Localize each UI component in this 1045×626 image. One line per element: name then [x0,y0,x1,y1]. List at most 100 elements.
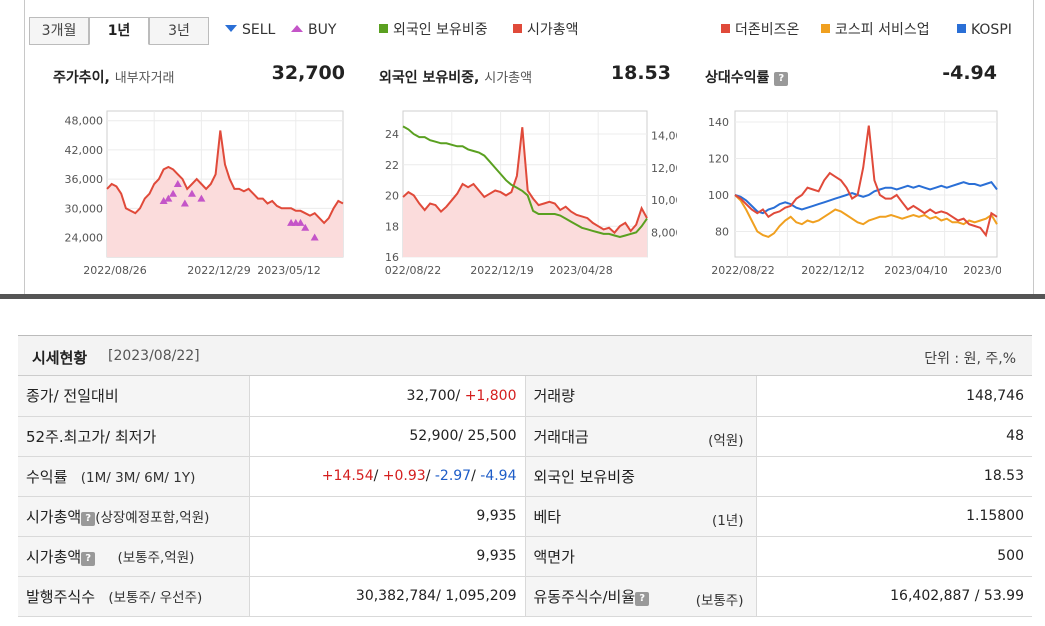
y-right-tick-label: 10,000 [651,194,677,207]
row-label: 액면가 [525,536,757,577]
y-tick-label: 120 [708,152,729,165]
buy-marker [310,233,319,241]
x-tick-label: 2022/08/26 [83,264,146,277]
row-value: 30,382,784/ 1,095,209 [249,576,526,617]
tab-1year[interactable]: 1년 [89,17,149,45]
green-square-icon [379,24,388,33]
row-value: 18.53 [756,456,1032,497]
tab-3years[interactable]: 3년 [149,17,209,45]
help-icon[interactable]: ? [774,72,789,86]
row-value: +14.54/ +0.93/ -2.97/ -4.94 [249,456,526,497]
row-label: 외국인 보유비중 [525,456,757,497]
y-tick-label: 48,000 [65,115,104,128]
row-value: 500 [756,536,1032,577]
card-title-foreign: 외국인 보유비중, 시가총액 [379,70,533,86]
row-label: 시가총액? (보통주,억원) [18,536,250,577]
legend-market-cap: 시가총액 [513,20,579,40]
row-value: 148,746 [756,376,1032,417]
table-row: 52주.최고가/ 최저가 52,900/ 25,500 거래대금 (억원) 48 [18,416,1032,457]
x-tick-label: 2022/12/29 [187,264,250,277]
help-icon[interactable]: ? [81,511,96,526]
x-tick-label: 2023/04/28 [549,264,612,277]
card-title-price: 주가추이, 내부자거래 [53,70,175,86]
y-right-tick-label: 8,000 [651,227,677,240]
price-area [107,130,343,257]
help-icon[interactable]: ? [635,591,650,606]
legend-buy: BUY [291,20,336,40]
market-cap-line [402,127,648,235]
x-tick-label: 2023/08/14 [963,264,1001,277]
row-value: 52,900/ 25,500 [249,416,526,457]
chart-panel: 3개월 1년 3년 SELL BUY 외국인 보유비중 시가총액 더존비즈온 코… [24,0,1034,294]
table-row: 시가총액? (보통주,억원) 9,935 액면가 500 [18,536,1032,577]
y-tick-label: 80 [715,225,729,238]
y-right-tick-label: 14,000 [651,129,677,142]
y-left-tick-label: 16 [385,251,399,264]
legend-kospi-service: 코스피 서비스업 [821,20,930,40]
y-tick-label: 140 [708,116,729,129]
relative-return-chart: 140 120 100 80 2022/08/22 2022/12/12 2023/04/1… [708,110,1001,277]
y-tick-label: 24,000 [65,232,104,245]
table-header: 시세현황 [2023/08/22] 단위 : 원, 주,% [18,335,1032,376]
x-tick-label: 2022/12/19 [470,264,533,277]
orange-square-icon [821,24,830,33]
table-title: 시세현황 [32,349,88,367]
row-label: 거래량 [525,376,757,417]
tab-3months[interactable]: 3개월 [29,17,89,45]
red-square-icon [721,24,730,33]
foreign-ratio-line [402,125,648,239]
relative-return-line [734,181,998,215]
x-tick-label: 2022/08/22 [711,264,774,277]
price-trend-chart: 48,000 42,000 36,000 30,000 24,000 2022/08/26… [65,110,344,277]
row-label: 유동주식수/비율? (보통주) [525,576,757,617]
row-value: 48 [756,416,1032,457]
card-value-price: 32,700 [271,62,345,84]
x-tick-label: 2023/04/10 [884,264,947,277]
row-value: 1.15800 [756,496,1032,537]
row-value: 9,935 [249,496,526,537]
x-tick-label: 2023/05/12 [257,264,320,277]
legend-foreign-ratio: 외국인 보유비중 [379,20,488,40]
buy-triangle-icon [291,25,303,32]
y-left-tick-label: 22 [385,159,399,172]
card-value-relative: -4.94 [942,62,997,84]
y-left-tick-label: 24 [385,128,399,141]
table-unit: 단위 : 원, 주,% [924,351,1016,367]
row-label: 거래대금 (억원) [525,416,757,457]
buy-marker [173,180,182,187]
foreign-ratio-chart: 24 22 20 18 16 14,000 12,000 10,000 8,000 022/08/… [385,110,677,277]
table-row: 종가/ 전일대비 32,700/ +1,800 거래량 148,746 [18,376,1032,417]
buy-marker [180,199,189,207]
plot-area [734,110,998,258]
row-label: 발행주식수 (보통주/ 우선주) [18,576,250,617]
row-label: 시가총액? (상장예정포함,억원) [18,496,250,537]
x-tick-label: 2022/12/12 [801,264,864,277]
table-date: [2023/08/22] [108,348,200,364]
row-label: 베타 (1년) [525,496,757,537]
blue-square-icon [957,24,966,33]
row-value: 9,935 [249,536,526,577]
legend-kospi: KOSPI [957,20,1012,40]
card-value-foreign: 18.53 [610,62,671,84]
buy-marker [296,218,305,226]
table-row: 시가총액? (상장예정포함,억원) 9,935 베타 (1년) 1.15800 [18,496,1032,537]
price-line [106,130,344,225]
legend-sell: SELL [225,20,275,40]
relative-return-line [734,194,998,238]
legend-douzone: 더존비즈온 [721,20,799,40]
buy-marker [197,194,206,202]
help-icon[interactable]: ? [81,551,96,566]
market-status-table: 종가/ 전일대비 32,700/ +1,800 거래량 148,746 52주.… [18,376,1032,617]
row-label: 종가/ 전일대비 [18,376,250,417]
y-left-tick-label: 18 [385,220,399,233]
y-tick-label: 36,000 [65,173,104,186]
table-row: 수익률 (1M/ 3M/ 6M/ 1Y) +14.54/ +0.93/ -2.9… [18,456,1032,497]
row-label: 수익률 (1M/ 3M/ 6M/ 1Y) [18,456,250,497]
panel-divider [0,294,1045,299]
y-right-tick-label: 12,000 [651,162,677,175]
y-tick-label: 100 [708,189,729,202]
table-row: 발행주식수 (보통주/ 우선주) 30,382,784/ 1,095,209 유… [18,576,1032,617]
relative-return-line [734,125,998,238]
buy-marker [164,194,173,202]
x-tick-label: 022/08/22 [385,264,441,277]
